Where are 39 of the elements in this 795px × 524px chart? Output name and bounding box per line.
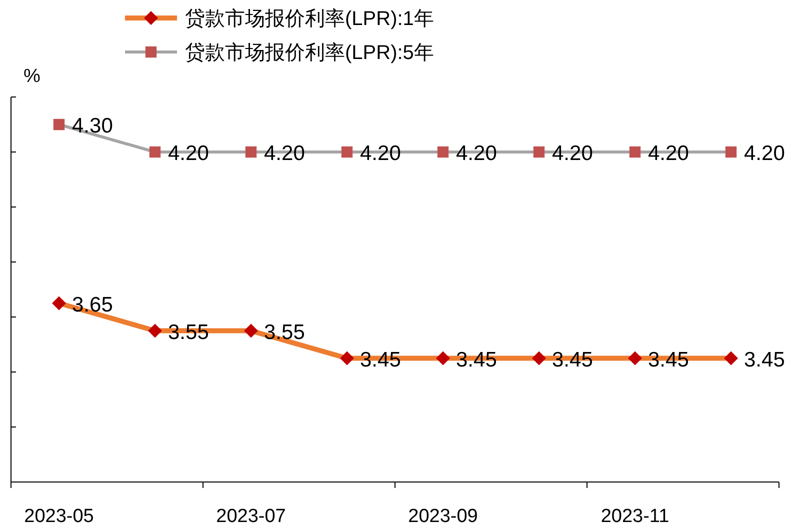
data-label: 3.45 [648,348,689,372]
data-label: 3.55 [168,320,209,344]
x-tick-label: 2023-11 [600,506,670,524]
data-label: 3.45 [552,348,593,372]
data-label: 4.20 [456,142,497,165]
x-tick-label: 2023-07 [216,506,286,524]
data-label: 4.20 [648,142,689,165]
x-tick-label: 2023-05 [24,506,94,524]
data-label: 3.45 [456,348,497,372]
point [628,351,642,366]
point [532,351,546,366]
y-axis-title: % [24,66,41,87]
legend-label: 贷款市场报价利率(LPR):5年 [185,42,434,64]
data-label: 4.20 [744,142,785,165]
legend-label: 贷款市场报价利率(LPR):1年 [185,8,434,30]
point [53,118,65,130]
point [533,146,545,158]
data-label: 4.20 [552,142,593,165]
data-label: 4.20 [168,142,209,165]
point [52,296,66,310]
point [724,351,738,366]
point [148,324,162,338]
point [341,146,353,158]
point [437,146,449,158]
x-tick-label: 2023-09 [408,506,478,524]
data-label: 4.30 [72,114,113,138]
data-label: 3.65 [72,293,113,316]
data-label: 4.20 [360,142,401,165]
point [340,351,354,366]
point [244,324,258,338]
point [436,351,450,366]
data-label: 3.45 [360,348,401,372]
point [149,146,161,158]
data-label: 3.45 [744,348,785,372]
data-label: 3.55 [264,320,305,344]
data-label: 4.20 [264,142,305,165]
point [725,146,737,158]
point [629,146,641,158]
point [245,146,257,158]
